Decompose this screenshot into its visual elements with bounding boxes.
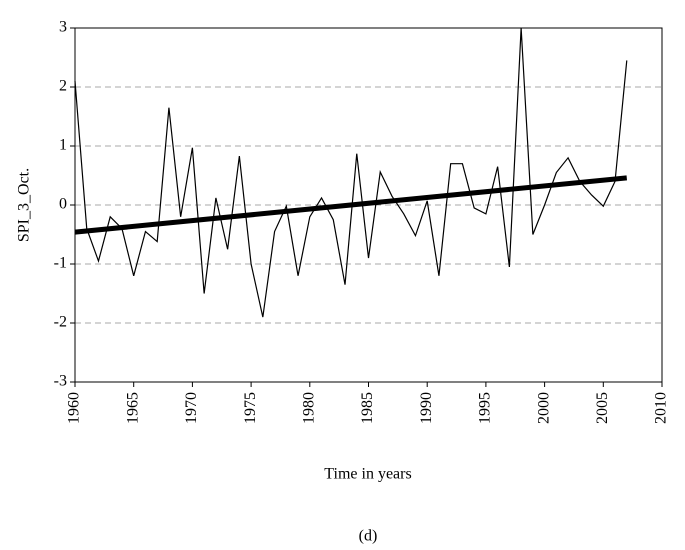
plot-frame bbox=[74, 27, 663, 383]
y-tick-label: 3 bbox=[59, 19, 67, 36]
y-axis-label: SPI_3_Oct. bbox=[16, 168, 33, 242]
x-tick-label: 1970 bbox=[183, 392, 200, 424]
x-tick-label: 1990 bbox=[418, 392, 435, 424]
x-tick-label: 1995 bbox=[477, 392, 494, 424]
y-tick-label: 0 bbox=[59, 196, 67, 213]
x-tick-label: 2000 bbox=[535, 392, 552, 424]
caption: (d) bbox=[359, 528, 378, 545]
y-tick-label: -3 bbox=[54, 373, 67, 390]
y-tick-label: -2 bbox=[54, 314, 67, 331]
line bbox=[74, 175, 628, 235]
line bbox=[74, 27, 628, 318]
y-tick-label: 1 bbox=[59, 137, 67, 154]
x-tick-label: 1965 bbox=[124, 392, 141, 424]
x-tick-label: 2005 bbox=[594, 392, 611, 424]
x-tick-label: 1960 bbox=[66, 392, 83, 424]
x-tick-label: 2010 bbox=[653, 392, 670, 424]
y-tick-label: -1 bbox=[54, 255, 67, 272]
x-tick-label: 1985 bbox=[359, 392, 376, 424]
x-tick-label: 1980 bbox=[300, 392, 317, 424]
y-tick-label: 2 bbox=[59, 78, 67, 95]
x-tick-label: 1975 bbox=[242, 392, 259, 424]
x-axis-label: Time in years bbox=[324, 466, 411, 483]
